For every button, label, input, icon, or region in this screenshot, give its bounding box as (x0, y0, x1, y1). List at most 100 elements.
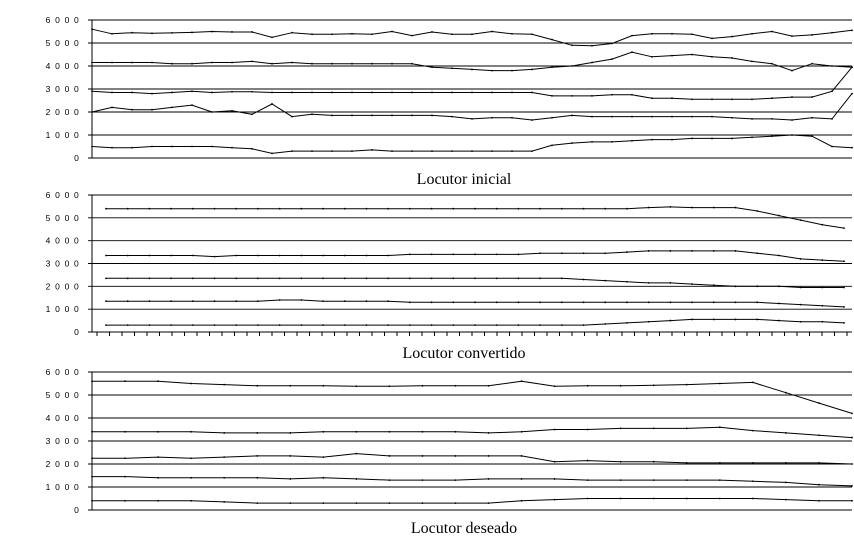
data-point (712, 206, 715, 209)
data-point (756, 318, 759, 321)
data-point (300, 299, 303, 301)
data-point (105, 300, 107, 303)
data-point (111, 106, 113, 109)
data-point (560, 301, 563, 304)
panel-locutor-convertido: 0 1 0 0 0 2 0 0 0 3 0 0 0 4 0 0 0 5 0 0 0 6 0 … (46, 190, 852, 362)
data-point (691, 137, 693, 140)
data-point (421, 384, 424, 387)
data-point (604, 323, 607, 325)
data-point (685, 479, 688, 481)
data-point (331, 114, 333, 117)
data-point (551, 116, 553, 119)
data-point (771, 62, 773, 65)
data-point (191, 277, 194, 280)
data-point (191, 90, 193, 93)
data-point (454, 430, 457, 433)
data-point (586, 428, 589, 431)
data-point (604, 252, 607, 255)
y-tick-label: 4 0 0 0 (46, 413, 80, 423)
data-point (756, 285, 759, 288)
data-point (799, 219, 802, 222)
data-point (777, 214, 780, 217)
data-point (586, 497, 589, 500)
data-point (843, 321, 845, 324)
data-point (539, 207, 542, 210)
data-point (351, 150, 353, 153)
data-point (131, 31, 133, 34)
data-point (604, 207, 607, 210)
data-point (91, 145, 93, 148)
data-point (731, 137, 733, 140)
data-point (131, 61, 133, 64)
data-point (511, 69, 513, 72)
data-point (388, 385, 391, 388)
data-point (157, 430, 159, 433)
data-point (811, 96, 813, 98)
data-point (734, 301, 737, 304)
data-point (821, 223, 824, 226)
data-point (124, 499, 126, 502)
data-point (751, 429, 754, 432)
data-point (371, 149, 373, 151)
data-point (651, 32, 653, 35)
data-point (231, 109, 233, 112)
data-point (831, 118, 833, 120)
data-point (256, 384, 259, 387)
data-point (582, 301, 585, 304)
data-point (652, 384, 655, 387)
data-point (257, 277, 259, 280)
data-point (91, 499, 93, 502)
data-point (471, 68, 473, 71)
data-point (821, 320, 824, 323)
data-point (105, 324, 107, 327)
data-point (343, 207, 346, 210)
data-point (791, 119, 793, 121)
data-point (731, 35, 733, 38)
data-point (712, 301, 715, 304)
data-point (331, 33, 333, 36)
data-point (91, 90, 93, 93)
data-point (551, 66, 553, 69)
data-point (257, 324, 259, 327)
data-point (408, 277, 411, 280)
data-point (619, 460, 622, 463)
data-point (604, 279, 607, 282)
data-point (851, 484, 853, 487)
data-point (278, 299, 281, 301)
data-point (751, 480, 754, 483)
data-point (712, 284, 715, 287)
data-point (651, 97, 653, 100)
data-point (647, 206, 650, 209)
data-point (691, 301, 693, 304)
data-point (365, 277, 368, 280)
data-point (291, 150, 293, 153)
data-point (495, 277, 498, 280)
data-point (551, 144, 553, 147)
data-point (151, 61, 153, 64)
data-point (431, 31, 433, 33)
data-point (256, 476, 259, 479)
data-point (495, 324, 498, 327)
data-point (223, 501, 226, 503)
data-point (777, 285, 780, 288)
data-point (711, 98, 713, 101)
data-point (751, 118, 753, 120)
data-point (771, 97, 773, 100)
series-line (106, 299, 845, 308)
data-point (191, 104, 193, 106)
data-point (619, 384, 622, 387)
data-point (157, 476, 159, 479)
y-tick-label: 4 0 0 0 (46, 236, 80, 246)
series-line (92, 51, 853, 72)
data-point (451, 91, 453, 94)
data-point (474, 277, 476, 280)
data-point (669, 250, 672, 252)
data-point (734, 250, 737, 252)
data-point (851, 436, 853, 439)
data-point (251, 90, 253, 93)
data-point (611, 141, 613, 143)
data-point (289, 432, 292, 434)
data-point (289, 478, 292, 480)
y-tick-label: 0 (74, 153, 80, 163)
